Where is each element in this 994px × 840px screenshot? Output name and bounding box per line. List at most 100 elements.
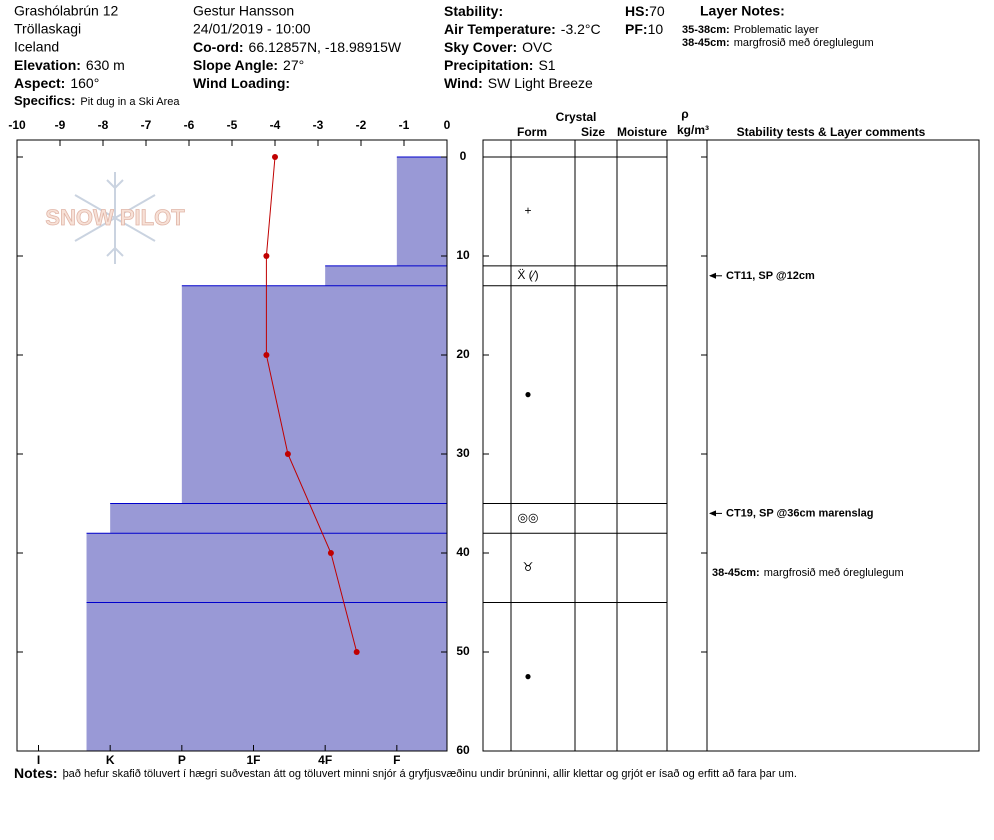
- col-header: Size: [581, 125, 605, 139]
- temp-tick-label: 0: [444, 118, 451, 132]
- crystal-form: ◎◎: [518, 511, 539, 525]
- field-value: -3.2°C: [561, 21, 601, 37]
- temp-tick-label: -8: [98, 118, 109, 132]
- note-range: 35-38cm:: [682, 24, 730, 36]
- comment: CT11, SP @12cm: [726, 270, 815, 282]
- logo: SNOW PILOT: [45, 172, 186, 264]
- hardness-bar: [181, 285, 448, 504]
- col-header: Crystal: [556, 110, 597, 124]
- temp-tick-label: -5: [227, 118, 238, 132]
- crystal-form: ●: [524, 669, 531, 683]
- temp-tick-label: -3: [313, 118, 324, 132]
- depth-tick-label: 30: [456, 446, 470, 460]
- field-label: Wind:: [444, 75, 483, 91]
- datetime: 24/01/2019 - 10:00: [193, 21, 311, 37]
- hardness-bar: [110, 503, 448, 534]
- crystal-form: ●: [524, 387, 531, 401]
- header-field: Slope Angle: 27°: [193, 57, 304, 73]
- layer-note: 38-45cm: margfrosið með óreglulegum: [682, 37, 874, 49]
- comment: 38-45cm: margfrosið með óreglulegum: [712, 567, 904, 579]
- country: Iceland: [14, 39, 59, 55]
- comment: CT19, SP @36cm marenslag: [726, 507, 874, 519]
- field-value: 66.12857N, -18.98915W: [249, 39, 402, 55]
- header-field: Sky Cover: OVC: [444, 39, 553, 55]
- depth-tick-label: 0: [460, 149, 467, 163]
- crystal-form: +: [524, 204, 531, 218]
- temp-tick-label: -7: [141, 118, 152, 132]
- field-label: Sky Cover:: [444, 39, 517, 55]
- header-field: Wind Loading:: [193, 75, 290, 91]
- comment-text: CT11, SP @12cm: [726, 270, 815, 282]
- field-value: 70: [649, 3, 665, 19]
- field-label: Stability:: [444, 3, 503, 19]
- note-text: margfrosið með óreglulegum: [734, 37, 874, 49]
- plot-frame: [16, 139, 448, 752]
- field-label: HS:: [625, 3, 649, 19]
- hardness-bar: [325, 265, 447, 286]
- temp-tick-label: -9: [55, 118, 66, 132]
- header-field: Specifics: Pit dug in a Ski Area: [14, 93, 180, 108]
- temp-point: [263, 253, 270, 259]
- temp-tick-label: -10: [8, 118, 26, 132]
- range: Tröllaskagi: [14, 21, 81, 37]
- header-field: Wind: SW Light Breeze: [444, 75, 593, 91]
- logo-text: SNOW PILOT: [45, 205, 185, 230]
- site: Grashólabrún 12: [14, 3, 119, 19]
- header-field: Aspect: 160°: [14, 75, 99, 91]
- hardness-bar: [86, 602, 448, 751]
- field-label: PF:: [625, 21, 648, 37]
- column-headers: Crystal Form Size Moisture ρ kg/m³ Stabi…: [517, 107, 926, 139]
- observer: Gestur Hansson: [193, 3, 294, 19]
- hardness-tick-label: 1F: [246, 753, 260, 767]
- note-text: Problematic layer: [734, 24, 819, 36]
- comment-text: CT19, SP @36cm marenslag: [726, 507, 874, 519]
- layer-note: 35-38cm: Problematic layer: [682, 24, 819, 36]
- hardness-tick-label: P: [178, 753, 186, 767]
- temp-point: [263, 352, 270, 358]
- field-label: Aspect:: [14, 75, 65, 91]
- field-value: 10: [648, 21, 664, 37]
- field-value: SW Light Breeze: [488, 75, 593, 91]
- header-field: Stability:: [444, 3, 503, 19]
- hardness-bar: [86, 533, 448, 603]
- temp-point: [353, 649, 360, 655]
- crystal-form: Ẍ (⁄): [517, 268, 538, 282]
- hardness-tick-label: 4F: [318, 753, 332, 767]
- depth-tick-label: 10: [456, 248, 470, 262]
- notes-label: Notes:: [14, 765, 58, 781]
- header-field: Co-ord: 66.12857N, -18.98915W: [193, 39, 402, 55]
- col-header: ρ: [681, 107, 688, 121]
- field-value: 160°: [70, 75, 99, 91]
- field-value: S1: [538, 57, 555, 73]
- field-label: Co-ord:: [193, 39, 244, 55]
- hardness-tick-label: I: [37, 753, 40, 767]
- comment-text: margfrosið með óreglulegum: [764, 567, 904, 579]
- temp-tick-label: -4: [270, 118, 281, 132]
- depth-tick-label: 50: [456, 644, 470, 658]
- field-label: Elevation:: [14, 57, 81, 73]
- header-field: Elevation: 630 m: [14, 57, 125, 73]
- hardness-tick-label: K: [106, 753, 115, 767]
- header-field: Air Temperature: -3.2°C: [444, 21, 601, 37]
- field-value: OVC: [522, 39, 552, 55]
- temp-tick-label: -6: [184, 118, 195, 132]
- hardness-bar: [396, 157, 447, 266]
- col-header: Form: [517, 125, 547, 139]
- profile-frame: [482, 139, 980, 752]
- temp-point: [327, 550, 334, 556]
- header: Grashólabrún 12 Tröllaskagi Iceland Gest…: [14, 3, 311, 55]
- temp-point: [284, 451, 291, 457]
- col-header: Stability tests & Layer comments: [737, 125, 926, 139]
- field-label: Specifics:: [14, 93, 75, 108]
- depth-tick-label: 20: [456, 347, 470, 361]
- comment-range: 38-45cm:: [712, 567, 760, 579]
- arrow-head: [709, 272, 716, 279]
- header-field: Precipitation: S1: [444, 57, 556, 73]
- field-label: Wind Loading:: [193, 75, 290, 91]
- notes: Notes: það hefur skafið töluvert í hægri …: [14, 765, 797, 781]
- layer-notes-title: Layer Notes:: [700, 3, 785, 19]
- col-header: kg/m³: [677, 123, 709, 137]
- note-range: 38-45cm:: [682, 37, 730, 49]
- field-value: 630 m: [86, 57, 125, 73]
